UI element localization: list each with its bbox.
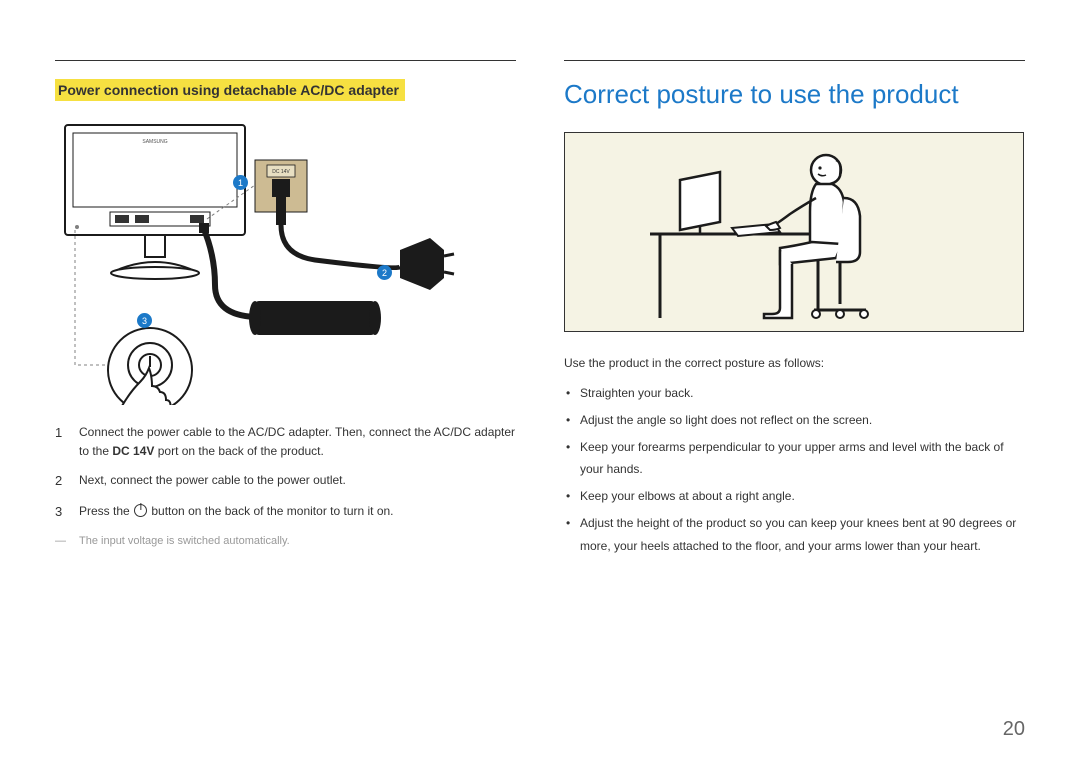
list-item: Straighten your back.	[564, 382, 1025, 405]
step-number: 1	[55, 423, 79, 461]
power-subheading: Power connection using detachable AC/DC …	[55, 79, 405, 101]
step-row: 1 Connect the power cable to the AC/DC a…	[55, 423, 516, 461]
posture-bullets: Straighten your back. Adjust the angle s…	[564, 382, 1025, 558]
step-text: Press the button on the back of the moni…	[79, 502, 516, 523]
right-column: Correct posture to use the product	[564, 60, 1025, 562]
port-label-text: DC 14V	[272, 169, 290, 175]
step-row: 2 Next, connect the power cable to the p…	[55, 471, 516, 492]
posture-diagram	[564, 132, 1024, 332]
list-item: Adjust the height of the product so you …	[564, 512, 1025, 558]
diagram-badge-1: 1	[233, 175, 248, 190]
posture-heading: Correct posture to use the product	[564, 79, 1025, 110]
monitor-brand-text: SAMSUNG	[142, 139, 167, 145]
diagram-badge-3: 3	[137, 313, 152, 328]
note-text: The input voltage is switched automatica…	[79, 533, 290, 551]
posture-intro: Use the product in the correct posture a…	[564, 356, 1025, 370]
step-number: 3	[55, 502, 79, 523]
note-dash-icon: ―	[55, 533, 79, 551]
step-row: 3 Press the button on the back of the mo…	[55, 502, 516, 523]
steps-list: 1 Connect the power cable to the AC/DC a…	[55, 423, 516, 551]
list-item: Adjust the angle so light does not refle…	[564, 409, 1025, 432]
step-text: Connect the power cable to the AC/DC ada…	[79, 423, 516, 461]
step-number: 2	[55, 471, 79, 492]
power-diagram: SAMSUNG DC 14V	[55, 115, 515, 405]
diagram-badge-2: 2	[377, 265, 392, 280]
note-row: ― The input voltage is switched automati…	[55, 533, 516, 551]
page-number: 20	[1003, 718, 1025, 741]
list-item: Keep your forearms perpendicular to your…	[564, 436, 1025, 482]
power-icon	[134, 504, 147, 517]
list-item: Keep your elbows at about a right angle.	[564, 485, 1025, 508]
left-column: Power connection using detachable AC/DC …	[55, 60, 516, 562]
step-text: Next, connect the power cable to the pow…	[79, 471, 516, 492]
